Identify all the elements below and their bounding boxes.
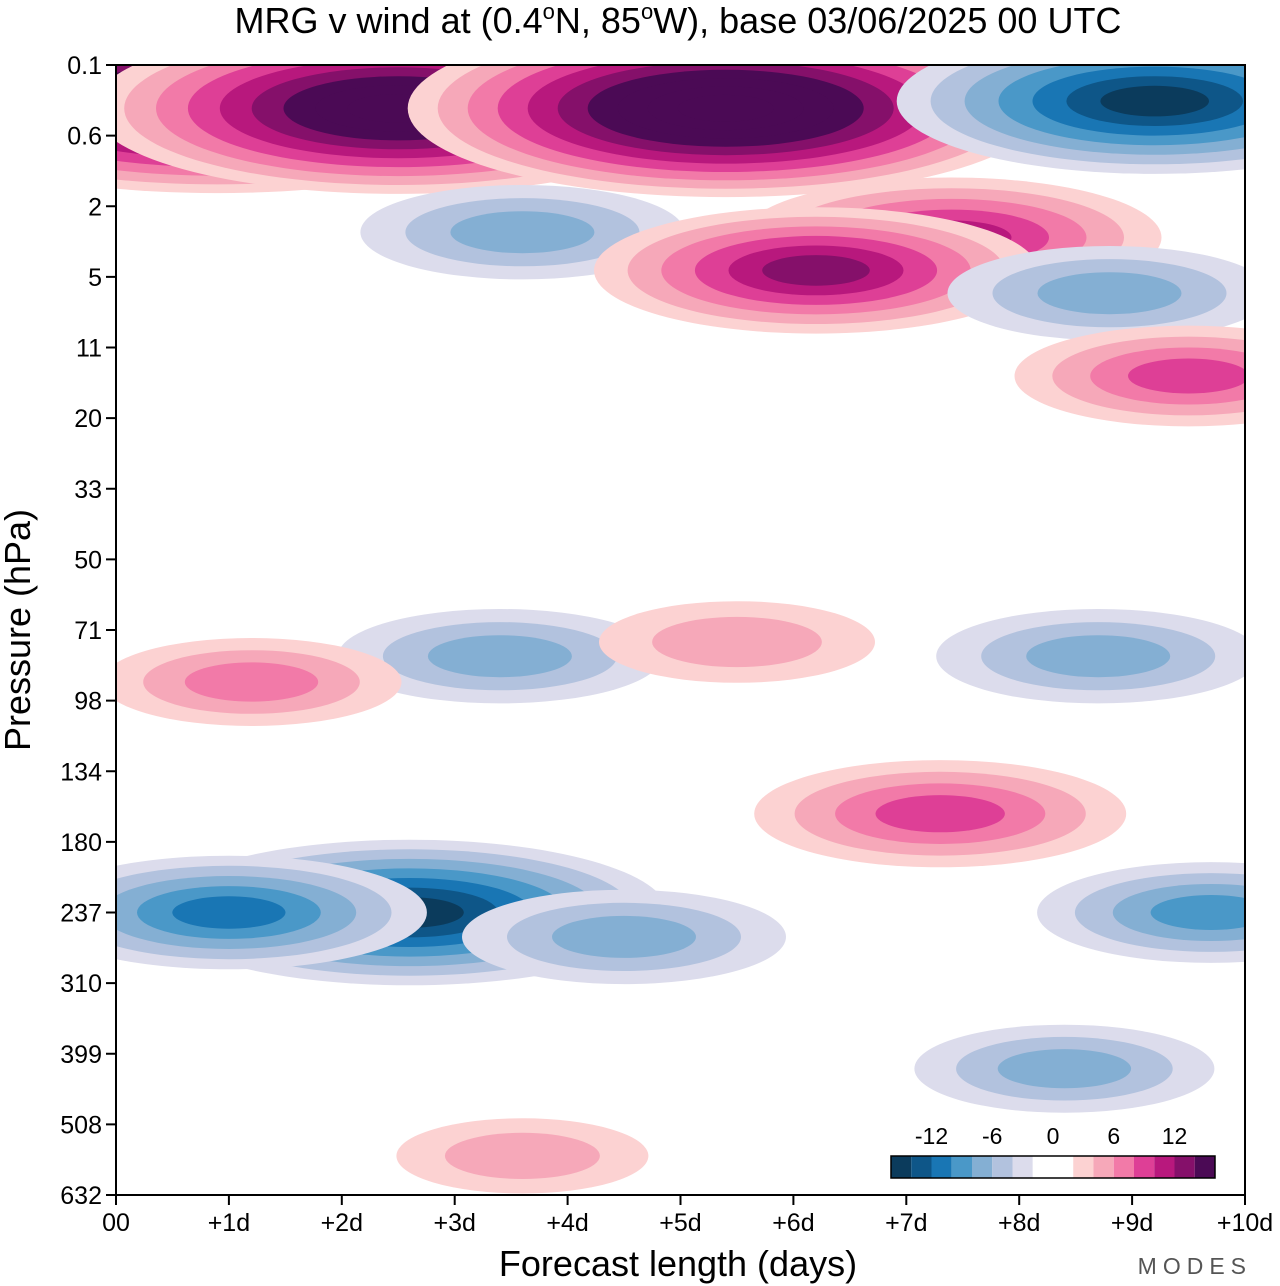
title-segment: MRG v wind at (0.4: [235, 0, 543, 41]
colorbar-label: -6: [982, 1123, 1002, 1149]
contour-band: [677, 94, 774, 122]
colorbar-swatch: [972, 1156, 993, 1178]
colorbar-swatch: [1194, 1156, 1215, 1178]
contour-cell: [462, 889, 786, 985]
y-tick-label: 71: [74, 617, 102, 645]
contour-cell: [599, 601, 875, 683]
y-tick-label: 237: [60, 900, 102, 928]
y-tick-label: 399: [60, 1041, 102, 1069]
chart-title: MRG v wind at (0.4oN, 85oW), base 03/06/…: [235, 0, 1122, 41]
contour-cell: [896, 65, 1245, 174]
contour-band: [552, 915, 696, 958]
contour-cell: [947, 246, 1245, 341]
contour-band: [652, 616, 822, 668]
title-segment: W), base 03/06/2025 00 UTC: [653, 0, 1121, 41]
x-tick-label: +2d: [321, 1209, 363, 1237]
colorbar-swatch: [951, 1156, 972, 1178]
contour-band: [444, 1132, 600, 1179]
y-tick-label: 0.1: [67, 52, 102, 80]
y-tick-label: 180: [60, 829, 102, 857]
y-axis-label: Pressure (hPa): [0, 509, 38, 751]
contour-band: [427, 635, 572, 678]
x-axis-label: Forecast length (days): [499, 1243, 857, 1284]
y-tick-label: 632: [60, 1182, 102, 1210]
contour-cell: [936, 609, 1245, 704]
colorbar-swatch: [1012, 1156, 1033, 1178]
contour-band: [762, 255, 870, 286]
colorbar-swatch: [1154, 1156, 1175, 1178]
y-tick-label: 0.6: [67, 123, 102, 151]
contour-band: [1026, 635, 1171, 678]
contour-cell: [1014, 325, 1245, 427]
contour-cell: [594, 207, 1038, 334]
colorbar-swatch: [911, 1156, 932, 1178]
x-tick-label: +8d: [998, 1209, 1040, 1237]
colorbar-swatch: [1053, 1156, 1074, 1178]
x-tick-label: +1d: [208, 1209, 250, 1237]
title-degree-mark: o: [641, 0, 653, 24]
x-tick-label: +5d: [659, 1209, 701, 1237]
y-tick-label: 20: [74, 405, 102, 433]
y-axis: 0.1 0.6 2 5 11 20 33 50 71 98 134 180 237 310 399 508 63…: [60, 52, 116, 1210]
contour-band: [875, 795, 1005, 833]
contour-band: [1150, 895, 1245, 930]
contour-band: [450, 211, 595, 254]
colorbar: -12 -6 0 6 12: [890, 1123, 1216, 1179]
x-axis: 00 +1d +2d +3d +4d +5d +6d +7d +8d +9d +10d: [102, 1195, 1273, 1237]
contour-band: [172, 896, 286, 929]
contour-cell: [396, 1118, 649, 1194]
colorbar-swatch: [931, 1156, 952, 1178]
title-segment: N, 85: [555, 0, 641, 41]
colorbar-label: 6: [1107, 1123, 1120, 1149]
y-tick-label: 50: [74, 546, 102, 574]
brand-logo: MODES: [1138, 1253, 1252, 1279]
contour-cell: [914, 1024, 1215, 1113]
colorbar-label: 0: [1047, 1123, 1060, 1149]
y-tick-label: 508: [60, 1111, 102, 1139]
x-tick-label: +4d: [546, 1209, 588, 1237]
y-tick-label: 2: [88, 193, 102, 221]
contour-cell: [1037, 862, 1245, 963]
colorbar-swatch: [1174, 1156, 1195, 1178]
contour-band: [1128, 358, 1245, 394]
y-tick-label: 310: [60, 970, 102, 998]
contour-band: [184, 662, 319, 702]
y-tick-label: 134: [60, 758, 102, 786]
title-degree-mark: o: [543, 0, 555, 24]
colorbar-swatch: [1093, 1156, 1114, 1178]
x-tick-label: 00: [102, 1209, 130, 1237]
colorbar-swatch: [1113, 1156, 1134, 1178]
contour-cell: [116, 638, 402, 726]
contour-cell: [407, 65, 1044, 198]
y-tick-label: 33: [74, 476, 102, 504]
contour-band: [1037, 272, 1182, 315]
y-tick-label: 5: [88, 264, 102, 292]
contour-band: [997, 1049, 1132, 1089]
x-tick-label: +6d: [772, 1209, 814, 1237]
plot-area: [116, 65, 1245, 1194]
contour-cell: [337, 609, 662, 704]
x-tick-label: +10d: [1217, 1209, 1273, 1237]
colorbar-label: 12: [1162, 1123, 1188, 1149]
colorbar-swatch: [992, 1156, 1013, 1178]
y-tick-label: 11: [76, 335, 102, 363]
contour-band: [1100, 85, 1209, 117]
y-tick-label: 98: [74, 688, 102, 716]
colorbar-swatch: [891, 1156, 912, 1178]
colorbar-swatch: [1032, 1156, 1053, 1178]
contour-cell: [116, 855, 427, 970]
x-tick-label: +9d: [1111, 1209, 1153, 1237]
colorbar-swatch: [1073, 1156, 1094, 1178]
colorbar-frame: [890, 1155, 1216, 1179]
colorbar-swatch: [1134, 1156, 1155, 1178]
contour-cell: [754, 760, 1127, 868]
colorbar-label: -12: [915, 1123, 948, 1149]
x-tick-label: +7d: [885, 1209, 927, 1237]
x-tick-label: +3d: [433, 1209, 475, 1237]
